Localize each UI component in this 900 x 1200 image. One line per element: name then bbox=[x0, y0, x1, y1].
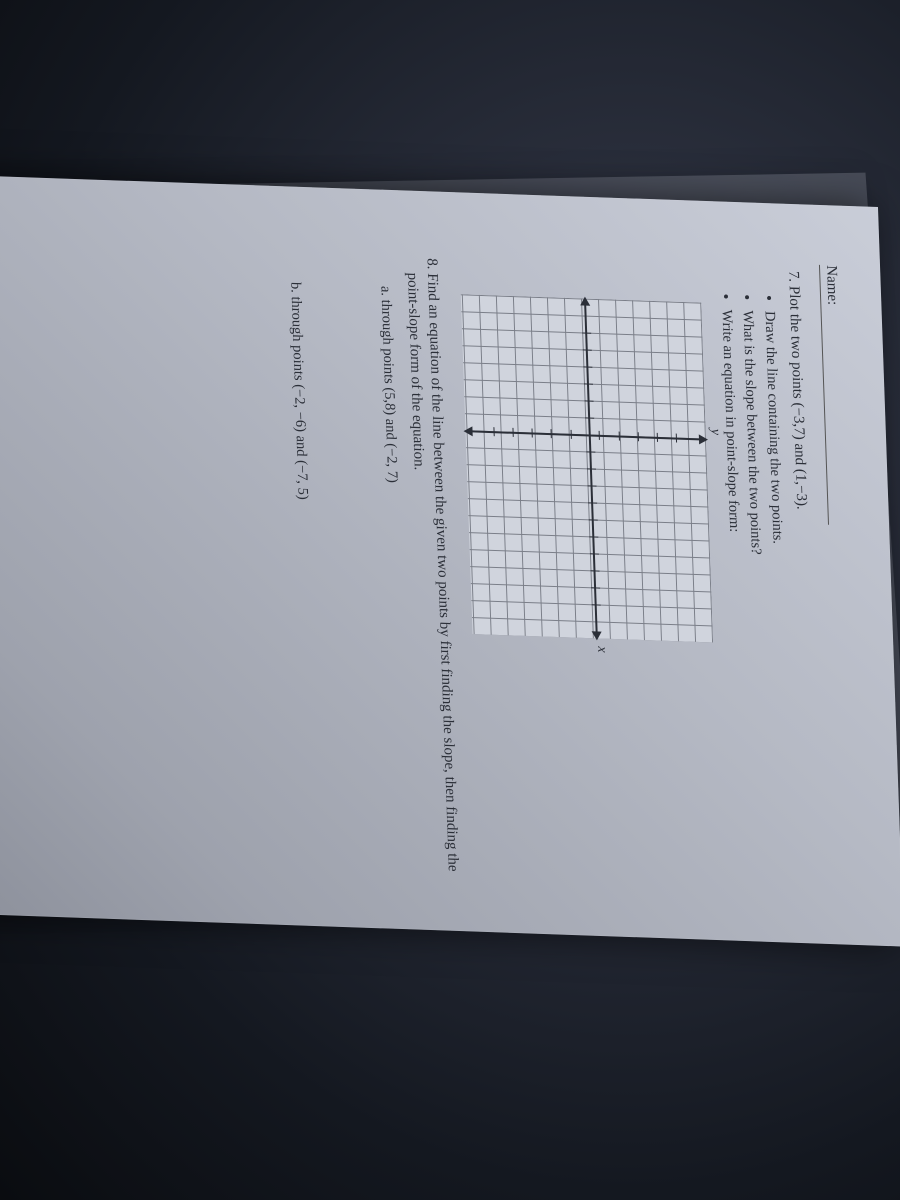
q7-prompt: Plot the two points (−3,7) and (1,−3). bbox=[786, 286, 810, 510]
y-axis-arrow-up bbox=[699, 434, 708, 444]
x-axis-label: x bbox=[591, 646, 610, 653]
x-axis-arrow-right bbox=[592, 631, 602, 640]
worksheet-page: Name: Plot the two points (−3,7) and (1,… bbox=[0, 173, 900, 946]
name-field-label: Name: bbox=[819, 265, 848, 526]
question-list: Plot the two points (−3,7) and (1,−3). D… bbox=[283, 246, 824, 894]
y-axis-label: y bbox=[705, 428, 724, 435]
desk-surface: Name: Plot the two points (−3,7) and (1,… bbox=[0, 0, 900, 1200]
grid-area: x y bbox=[461, 294, 713, 642]
q7-bullets: Draw the line containing the two points.… bbox=[715, 283, 799, 893]
question-8: Find an equation of the line between the… bbox=[284, 268, 463, 881]
q8-part-b: through points (−2, −6) and (−7, 5) bbox=[285, 296, 325, 876]
q8-parts: through points (5,8) and (−2, 7) through… bbox=[284, 268, 415, 879]
q8-prompt: Find an equation of the line between the… bbox=[404, 272, 461, 872]
question-7: Plot the two points (−3,7) and (1,−3). D… bbox=[460, 274, 825, 894]
y-axis-arrow-down bbox=[463, 426, 472, 436]
coordinate-grid: x y bbox=[461, 294, 722, 890]
x-axis-arrow-left bbox=[580, 296, 590, 305]
